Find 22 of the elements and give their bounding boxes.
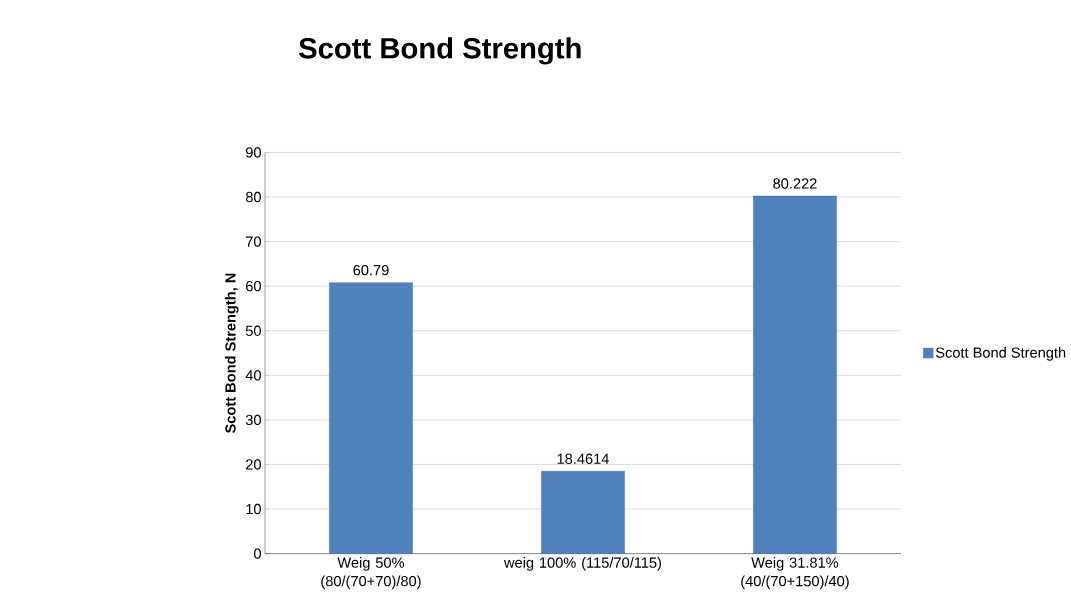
y-tick-label: 40 <box>245 369 261 381</box>
legend-label: Scott Bond Strength <box>935 346 1066 361</box>
y-tick-label: 70 <box>246 236 261 247</box>
y-tick-label: 50 <box>245 325 261 336</box>
x-tick-label: Weig 50% (80/(70+70)/80) <box>321 556 421 589</box>
bar <box>753 195 837 554</box>
y-tick-label: 20 <box>246 459 261 470</box>
chart-title: Scott Bond Strength <box>298 36 581 65</box>
y-tick-label: 10 <box>246 503 261 514</box>
y-tick-label: 30 <box>245 414 261 425</box>
y-axis-title: Scott Bond Strength, N <box>224 273 239 433</box>
data-label: 80.222 <box>773 178 817 189</box>
x-tick-label: Weig 31.81% (40/(70+150)/40) <box>741 556 849 589</box>
x-tick-label: weig 100% (115/70/115) <box>503 556 662 571</box>
y-tick-label: 60 <box>246 280 261 292</box>
data-label: 18.4614 <box>557 453 609 464</box>
y-tick-label: 90 <box>245 147 261 158</box>
bar <box>329 282 413 554</box>
y-tick-label: 80 <box>245 191 261 202</box>
bar <box>541 470 625 554</box>
data-label: 60.79 <box>353 264 389 276</box>
y-tick-label: 0 <box>253 548 261 559</box>
